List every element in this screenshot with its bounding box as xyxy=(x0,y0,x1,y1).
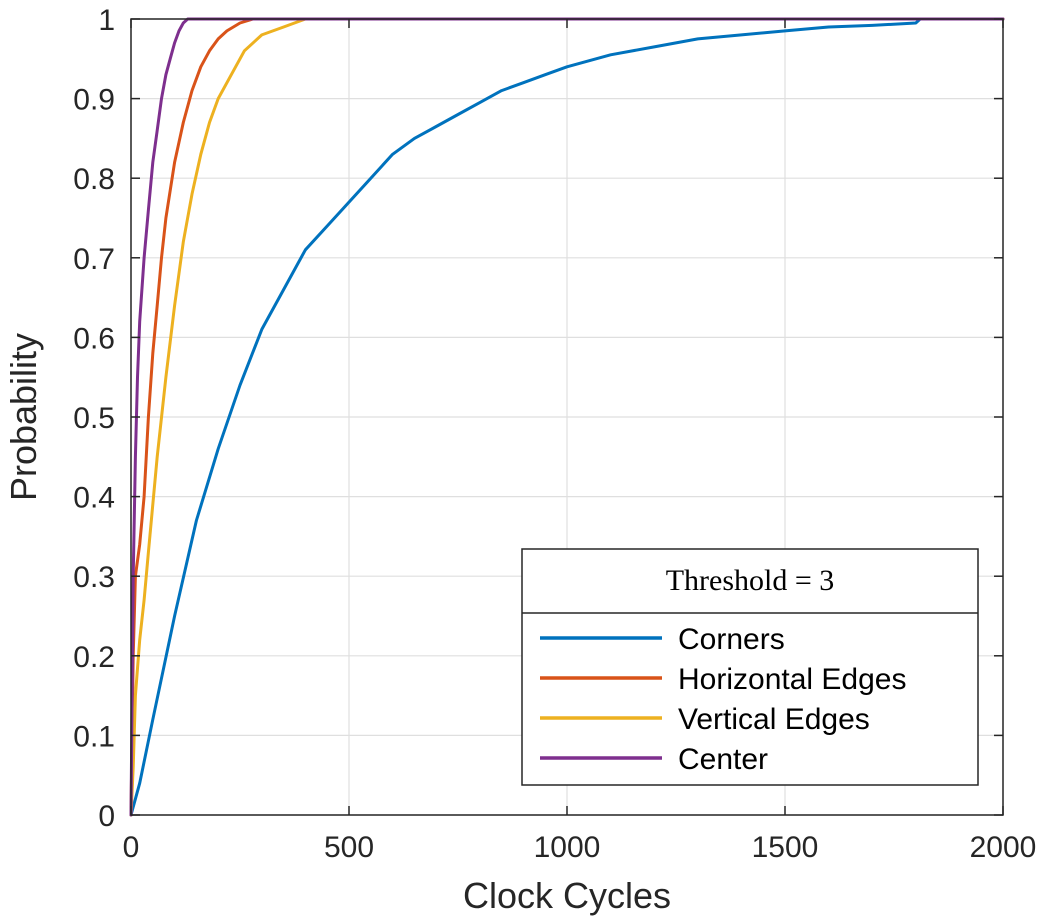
legend-items: Corners Horizontal Edges Vertical Edges Cen… xyxy=(540,623,906,776)
y-tick-label: 0.9 xyxy=(73,84,115,117)
y-tick-label: 0.4 xyxy=(73,482,115,515)
y-tick-label: 0.3 xyxy=(73,561,115,594)
series-line-horizontal-edges xyxy=(129,17,1005,817)
legend-label: Vertical Edges xyxy=(678,703,870,736)
y-tick-label: 0 xyxy=(98,800,115,833)
legend-box xyxy=(521,548,979,786)
grid-lines xyxy=(130,18,1004,816)
y-tick-label: 0.5 xyxy=(73,402,115,435)
y-axis-title: Probability xyxy=(3,333,44,501)
y-tick-label: 0.7 xyxy=(73,243,115,276)
tick-labels: 0 500 1000 1500 2000 0 0.1 0.2 0.3 0.4 0.5 0.6 0.7 0.… xyxy=(73,4,1036,864)
y-tick-label: 1 xyxy=(98,4,115,37)
legend: Threshold = 3 Corners Horizontal Edges Ver… xyxy=(521,548,979,786)
y-tick-label: 0.8 xyxy=(73,163,115,196)
series-line-center xyxy=(129,17,1005,817)
x-tick-label: 1500 xyxy=(752,831,819,864)
x-tick-label: 2000 xyxy=(970,831,1037,864)
legend-label: Center xyxy=(678,743,768,776)
x-axis-title: Clock Cycles xyxy=(463,875,671,916)
legend-title: Threshold = 3 xyxy=(666,564,835,597)
legend-label: Horizontal Edges xyxy=(678,663,906,696)
y-tick-label: 0.6 xyxy=(73,322,115,355)
legend-label: Corners xyxy=(678,623,785,656)
y-tick-label: 0.1 xyxy=(73,720,115,753)
y-tick-label: 0.2 xyxy=(73,641,115,674)
x-tick-label: 500 xyxy=(324,831,374,864)
tick-marks xyxy=(130,18,1004,816)
x-tick-label: 0 xyxy=(123,831,140,864)
x-tick-label: 1000 xyxy=(534,831,601,864)
series-line-corners xyxy=(129,17,1005,817)
series-line-vertical-edges xyxy=(129,17,1005,817)
series-layer xyxy=(129,17,1005,817)
